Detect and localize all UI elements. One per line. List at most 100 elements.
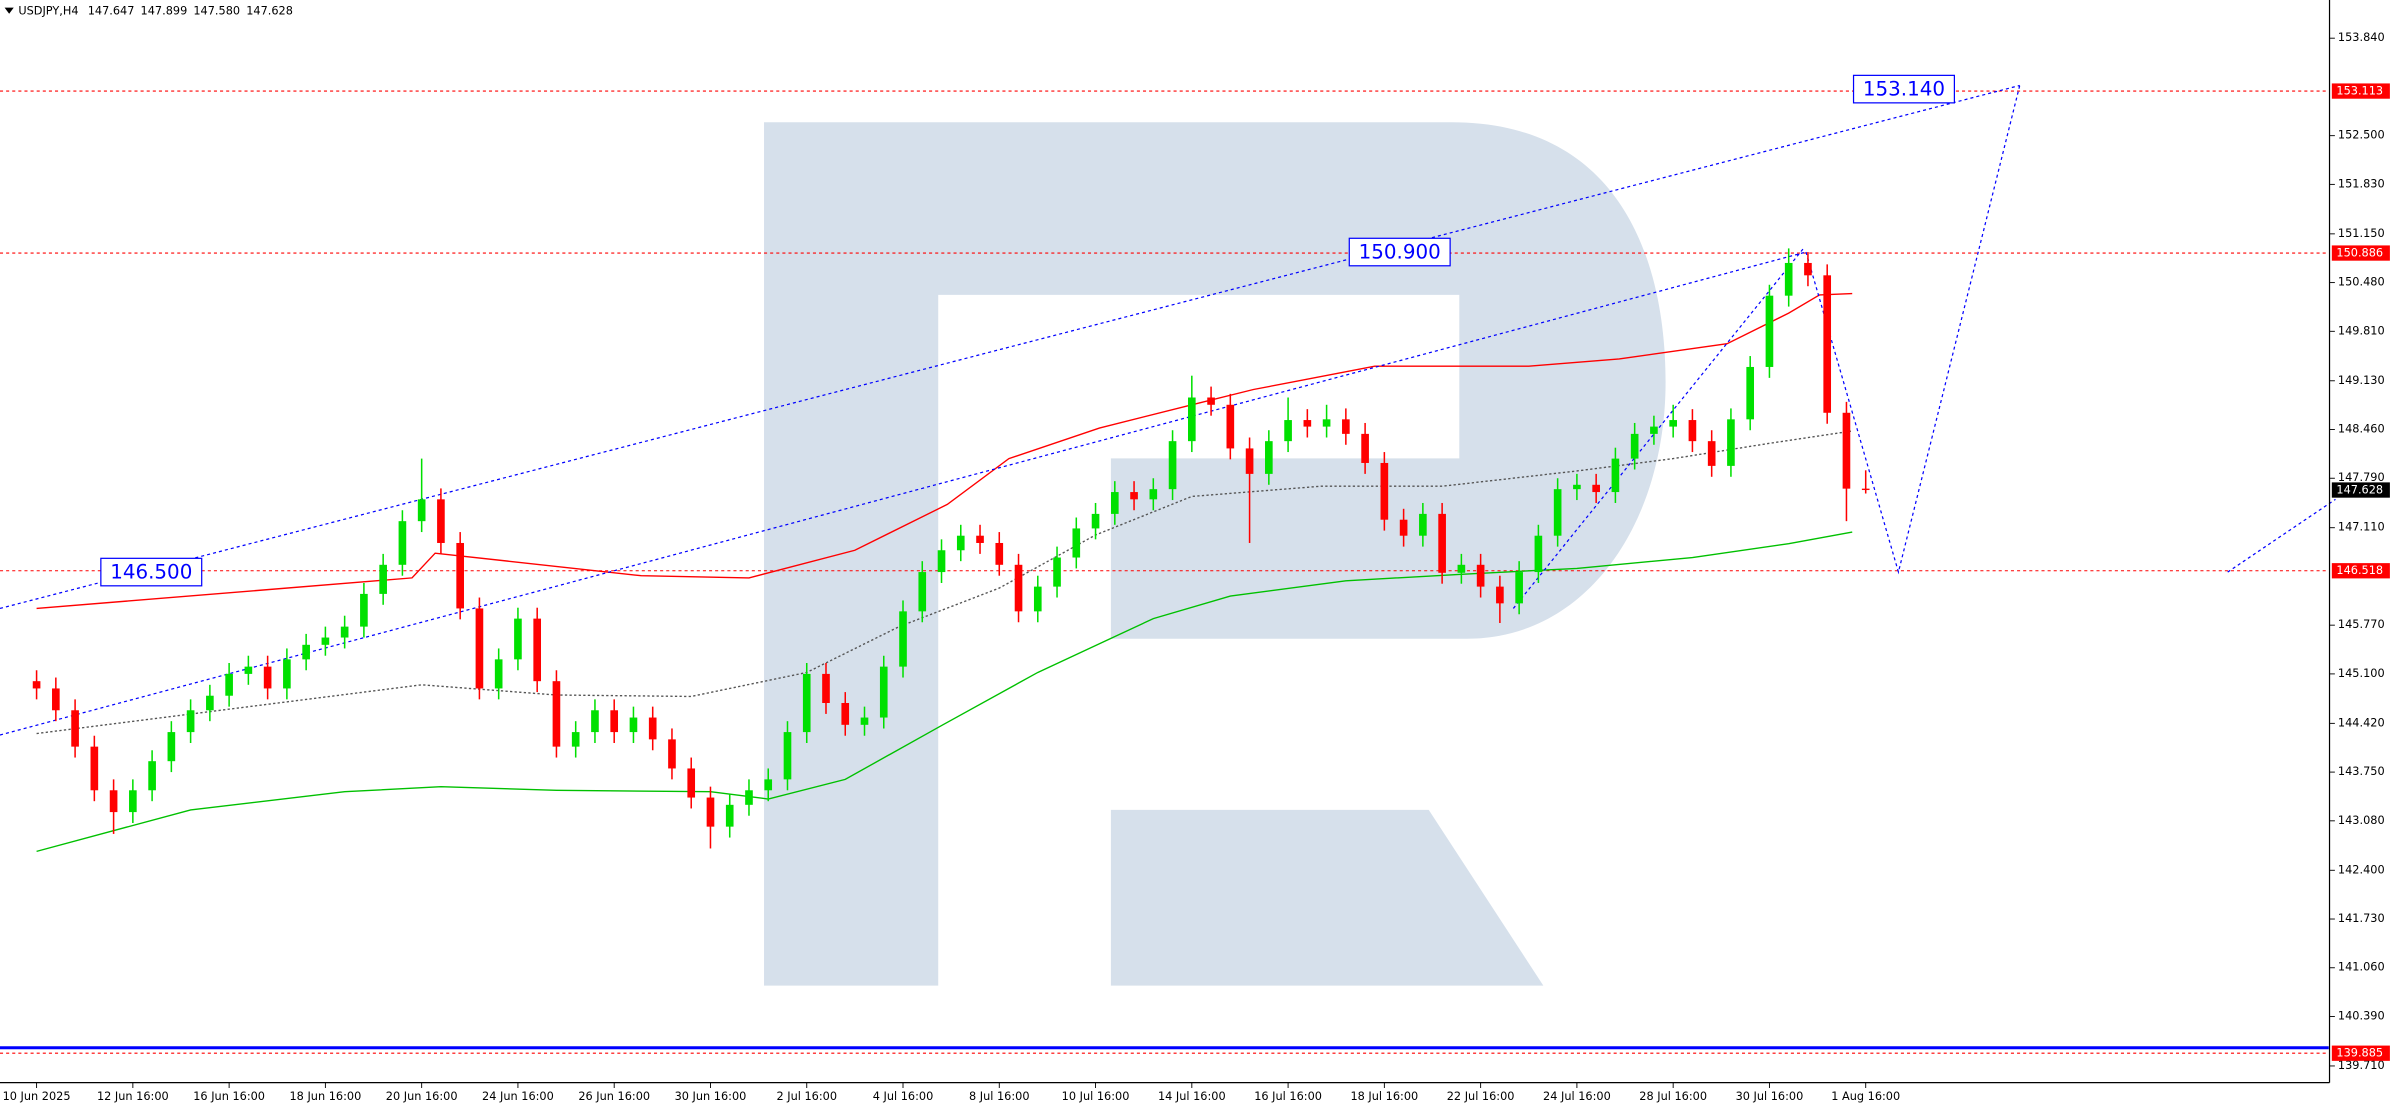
candle-body bbox=[1072, 528, 1081, 558]
price-tag-label: 146.518 bbox=[2336, 564, 2383, 577]
candle-body bbox=[1207, 397, 1215, 405]
candle-body bbox=[764, 779, 773, 791]
candle-body bbox=[1496, 586, 1504, 604]
annotation-box bbox=[1348, 237, 1451, 267]
x-tick-label: 16 Jun 16:00 bbox=[193, 1090, 265, 1103]
candle-body bbox=[1149, 489, 1158, 500]
candle-body bbox=[860, 717, 869, 725]
candle-body bbox=[244, 666, 253, 674]
y-tick-label: 149.810 bbox=[2338, 324, 2385, 337]
candle-body bbox=[417, 499, 426, 522]
y-tick-label: 145.100 bbox=[2338, 667, 2385, 680]
candle-body bbox=[725, 804, 734, 827]
price-tag-box bbox=[2331, 1045, 2390, 1061]
x-tick-label: 28 Jul 16:00 bbox=[1639, 1090, 1707, 1103]
candle-body bbox=[1265, 441, 1273, 474]
candle-body bbox=[52, 688, 60, 711]
candle-body bbox=[1245, 448, 1254, 474]
candle-body bbox=[1784, 262, 1793, 296]
candle-body bbox=[32, 681, 41, 689]
price-tag-box bbox=[2331, 83, 2390, 99]
candle-body bbox=[879, 666, 888, 718]
candle-body bbox=[1611, 458, 1620, 493]
menu-icon[interactable] bbox=[4, 7, 14, 14]
y-tick-label: 151.150 bbox=[2338, 227, 2385, 240]
candle-body bbox=[225, 673, 233, 696]
header-open: 147.647 bbox=[88, 4, 135, 17]
y-tick-label: 143.080 bbox=[2338, 814, 2385, 827]
candle-body bbox=[1592, 484, 1600, 493]
candle-body bbox=[1553, 489, 1562, 536]
candle-body bbox=[1284, 420, 1292, 442]
price-tag-label: 139.885 bbox=[2336, 1047, 2383, 1060]
candle-body bbox=[360, 593, 368, 627]
y-tick-label: 149.130 bbox=[2338, 374, 2385, 387]
annotation-label: 153.140 bbox=[1863, 77, 1945, 100]
candle-body bbox=[610, 710, 619, 733]
annotation-label: 150.900 bbox=[1359, 240, 1441, 263]
y-tick-label: 145.770 bbox=[2338, 618, 2385, 631]
price-tag-box bbox=[2331, 482, 2390, 498]
y-tick-label: 151.830 bbox=[2338, 177, 2385, 190]
candle-body bbox=[1226, 404, 1235, 449]
candle-body bbox=[475, 608, 484, 689]
candle-body bbox=[1727, 419, 1735, 466]
candle-body bbox=[1303, 420, 1312, 427]
candle-body bbox=[1438, 513, 1446, 573]
header-low: 147.580 bbox=[193, 4, 240, 17]
overlays: 153.140 150.900 146.500 bbox=[100, 74, 1956, 587]
candle-body bbox=[783, 732, 792, 780]
candle-body bbox=[302, 644, 310, 660]
y-tick-label: 147.110 bbox=[2338, 521, 2385, 534]
forecast-line bbox=[0, 84, 2020, 610]
candle-body bbox=[456, 542, 464, 609]
candle-body bbox=[109, 790, 118, 813]
candle-body bbox=[802, 673, 811, 733]
x-tick-label: 10 Jul 16:00 bbox=[1062, 1090, 1130, 1103]
candle-body bbox=[956, 535, 965, 551]
candle-body bbox=[648, 717, 657, 740]
x-tick-label: 14 Jul 16:00 bbox=[1158, 1090, 1226, 1103]
candle-body bbox=[687, 768, 696, 798]
annotation-box bbox=[1852, 74, 1956, 104]
candle-body bbox=[591, 710, 599, 733]
x-tick-label: 20 Jun 16:00 bbox=[386, 1090, 458, 1103]
candle-body bbox=[1168, 441, 1177, 490]
candle-body bbox=[206, 695, 214, 711]
price-tag-box bbox=[2331, 245, 2390, 261]
x-tick-label: 12 Jun 16:00 bbox=[97, 1090, 169, 1103]
candle-body bbox=[1091, 513, 1100, 529]
candle-body bbox=[1669, 420, 1677, 427]
candle-body bbox=[321, 637, 330, 645]
candle-body bbox=[533, 618, 542, 682]
y-tick-label: 143.750 bbox=[2338, 765, 2385, 778]
candle-body bbox=[571, 732, 580, 747]
price-tag-box bbox=[2331, 563, 2390, 579]
candle-body bbox=[1688, 420, 1697, 442]
header-high: 147.899 bbox=[141, 4, 188, 17]
candle-body bbox=[1476, 564, 1485, 587]
x-tick-label: 8 Jul 16:00 bbox=[969, 1090, 1030, 1103]
candle-body bbox=[1765, 295, 1774, 367]
candle-body bbox=[1650, 426, 1658, 434]
candle-body bbox=[1573, 484, 1581, 490]
candle-body bbox=[379, 564, 387, 594]
candle-body bbox=[167, 732, 176, 762]
price-tag-label: 150.886 bbox=[2336, 247, 2383, 260]
candles bbox=[32, 248, 1870, 849]
candle-body bbox=[976, 535, 984, 543]
x-tick-label: 24 Jun 16:00 bbox=[482, 1090, 554, 1103]
candle-body bbox=[71, 710, 79, 747]
y-tick-label: 141.730 bbox=[2338, 912, 2385, 925]
candle-body bbox=[841, 702, 850, 725]
x-tick-label: 30 Jul 16:00 bbox=[1736, 1090, 1804, 1103]
y-tick-label: 147.790 bbox=[2338, 471, 2385, 484]
candle-body bbox=[1130, 492, 1138, 500]
x-tick-label: 16 Jul 16:00 bbox=[1254, 1090, 1322, 1103]
candle-body bbox=[1399, 519, 1408, 536]
candle-body bbox=[398, 521, 407, 565]
header: USDJPY,H4 147.647 147.899 147.580 147.628 bbox=[18, 4, 293, 17]
candle-body bbox=[1630, 433, 1639, 459]
